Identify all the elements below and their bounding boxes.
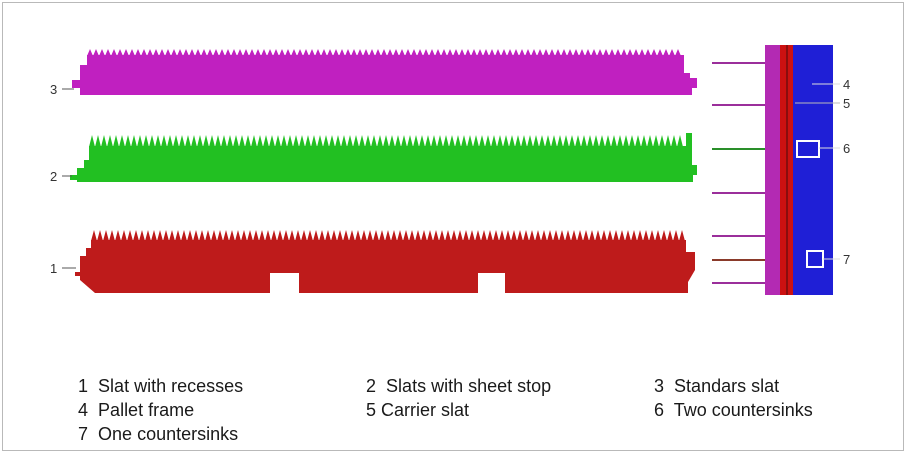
legend-text: One countersinks [98, 424, 239, 444]
legend-item-3: 3 Standars slat [634, 356, 779, 416]
callout-2-label: 2 [50, 169, 57, 184]
sheet-stop-slat [70, 133, 697, 182]
two-countersinks-box [796, 140, 820, 158]
side-strip [765, 45, 780, 295]
callout-3-label: 3 [50, 82, 57, 97]
recess-slat-body [75, 240, 695, 293]
legend-item-5: 5 Carrier slat [346, 380, 469, 440]
legend-number: 2 [366, 376, 377, 396]
standard-slat-body [72, 55, 697, 95]
callout-5-label: 5 [843, 96, 850, 111]
recess-slat [75, 230, 695, 293]
standard-slat [72, 49, 697, 95]
legend-item-7: 7 One countersinks [58, 404, 238, 464]
sheet-stop-slat-teeth [89, 135, 683, 147]
callout-1-label: 1 [50, 261, 57, 276]
legend-text: Slat with recesses [98, 376, 244, 396]
callout-7-label: 7 [843, 252, 850, 267]
legend-item-2: 2 Slats with sheet stop [346, 356, 551, 416]
legend-item-4: 4 Pallet frame [58, 380, 194, 440]
legend-number: 1 [78, 376, 89, 396]
legend-number: 3 [654, 376, 665, 396]
callout-6-label: 6 [843, 141, 850, 156]
legend-item-1: 1 Slat with recesses [58, 356, 243, 416]
side-view: 4 5 6 7 [712, 45, 850, 295]
legend-text: Standars slat [674, 376, 780, 396]
legend-number: 6 [654, 400, 665, 420]
legend-number: 4 [78, 400, 89, 420]
recess-slat-teeth [91, 230, 685, 241]
legend-number: 7 [78, 424, 89, 444]
figure-border [2, 2, 904, 451]
legend-text: Carrier slat [381, 400, 470, 420]
legend-number: 5 [366, 400, 377, 420]
standard-slat-teeth [87, 49, 681, 56]
pallet-frame [793, 45, 833, 295]
carrier-slat-edge [786, 45, 788, 295]
legend-text: Two countersinks [673, 400, 813, 420]
legend-item-6: 6 Two countersinks [634, 380, 813, 440]
legend-text: Pallet frame [98, 400, 195, 420]
sheet-stop-slat-body [70, 133, 697, 182]
callout-4-label: 4 [843, 77, 850, 92]
legend-text: Slats with sheet stop [386, 376, 552, 396]
